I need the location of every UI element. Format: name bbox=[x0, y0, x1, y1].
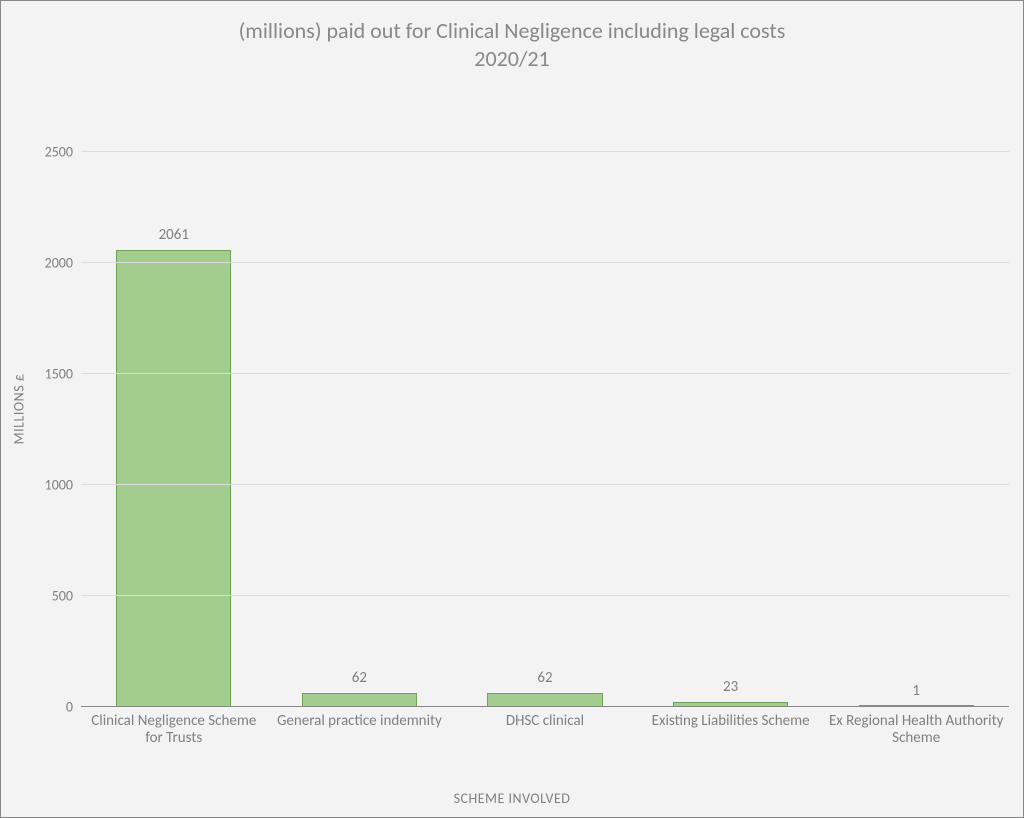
bar-group: 2061Clinical Negligence Scheme for Trust… bbox=[116, 97, 231, 707]
category-label: DHSC clinical bbox=[453, 713, 637, 730]
category-label: General practice indemnity bbox=[267, 713, 451, 730]
bar-group: 62DHSC clinical bbox=[487, 97, 602, 707]
chart-title-line1: (millions) paid out for Clinical Neglige… bbox=[239, 17, 786, 44]
x-axis-baseline bbox=[81, 706, 1009, 707]
y-tick-label: 1500 bbox=[45, 366, 81, 383]
y-tick-label: 500 bbox=[52, 588, 81, 605]
bar-value-label: 62 bbox=[487, 669, 602, 687]
category-label: Ex Regional Health Authority Scheme bbox=[824, 713, 1008, 748]
y-tick-label: 0 bbox=[66, 699, 81, 716]
chart-container: (millions) paid out for Clinical Neglige… bbox=[0, 0, 1024, 818]
chart-title-line2: 2020/21 bbox=[474, 45, 549, 72]
category-label: Clinical Negligence Scheme for Trusts bbox=[82, 713, 266, 748]
bar-group: 62General practice indemnity bbox=[302, 97, 417, 707]
y-tick-label: 1000 bbox=[45, 477, 81, 494]
x-axis-label: SCHEME INVOLVED bbox=[1, 790, 1023, 807]
bar-value-label: 2061 bbox=[116, 226, 231, 244]
bar bbox=[116, 250, 231, 707]
y-tick-label: 2500 bbox=[45, 144, 81, 161]
category-label: Existing Liabilities Scheme bbox=[639, 713, 823, 730]
gridline bbox=[81, 373, 1009, 374]
y-axis-label: MILLIONS £ bbox=[11, 374, 28, 445]
gridline bbox=[81, 262, 1009, 263]
bars-layer: 2061Clinical Negligence Scheme for Trust… bbox=[81, 97, 1009, 707]
bar-group: 23Existing Liabilities Scheme bbox=[673, 97, 788, 707]
y-tick-label: 2000 bbox=[45, 255, 81, 272]
bar-value-label: 23 bbox=[673, 678, 788, 696]
bar bbox=[487, 693, 602, 707]
bar-group: 1Ex Regional Health Authority Scheme bbox=[859, 97, 974, 707]
bar-value-label: 62 bbox=[302, 669, 417, 687]
chart-title: (millions) paid out for Clinical Neglige… bbox=[1, 1, 1023, 72]
gridline bbox=[81, 484, 1009, 485]
gridline bbox=[81, 151, 1009, 152]
bar bbox=[302, 693, 417, 707]
gridline bbox=[81, 595, 1009, 596]
bar-value-label: 1 bbox=[859, 682, 974, 700]
plot-area: 2061Clinical Negligence Scheme for Trust… bbox=[81, 97, 1009, 707]
